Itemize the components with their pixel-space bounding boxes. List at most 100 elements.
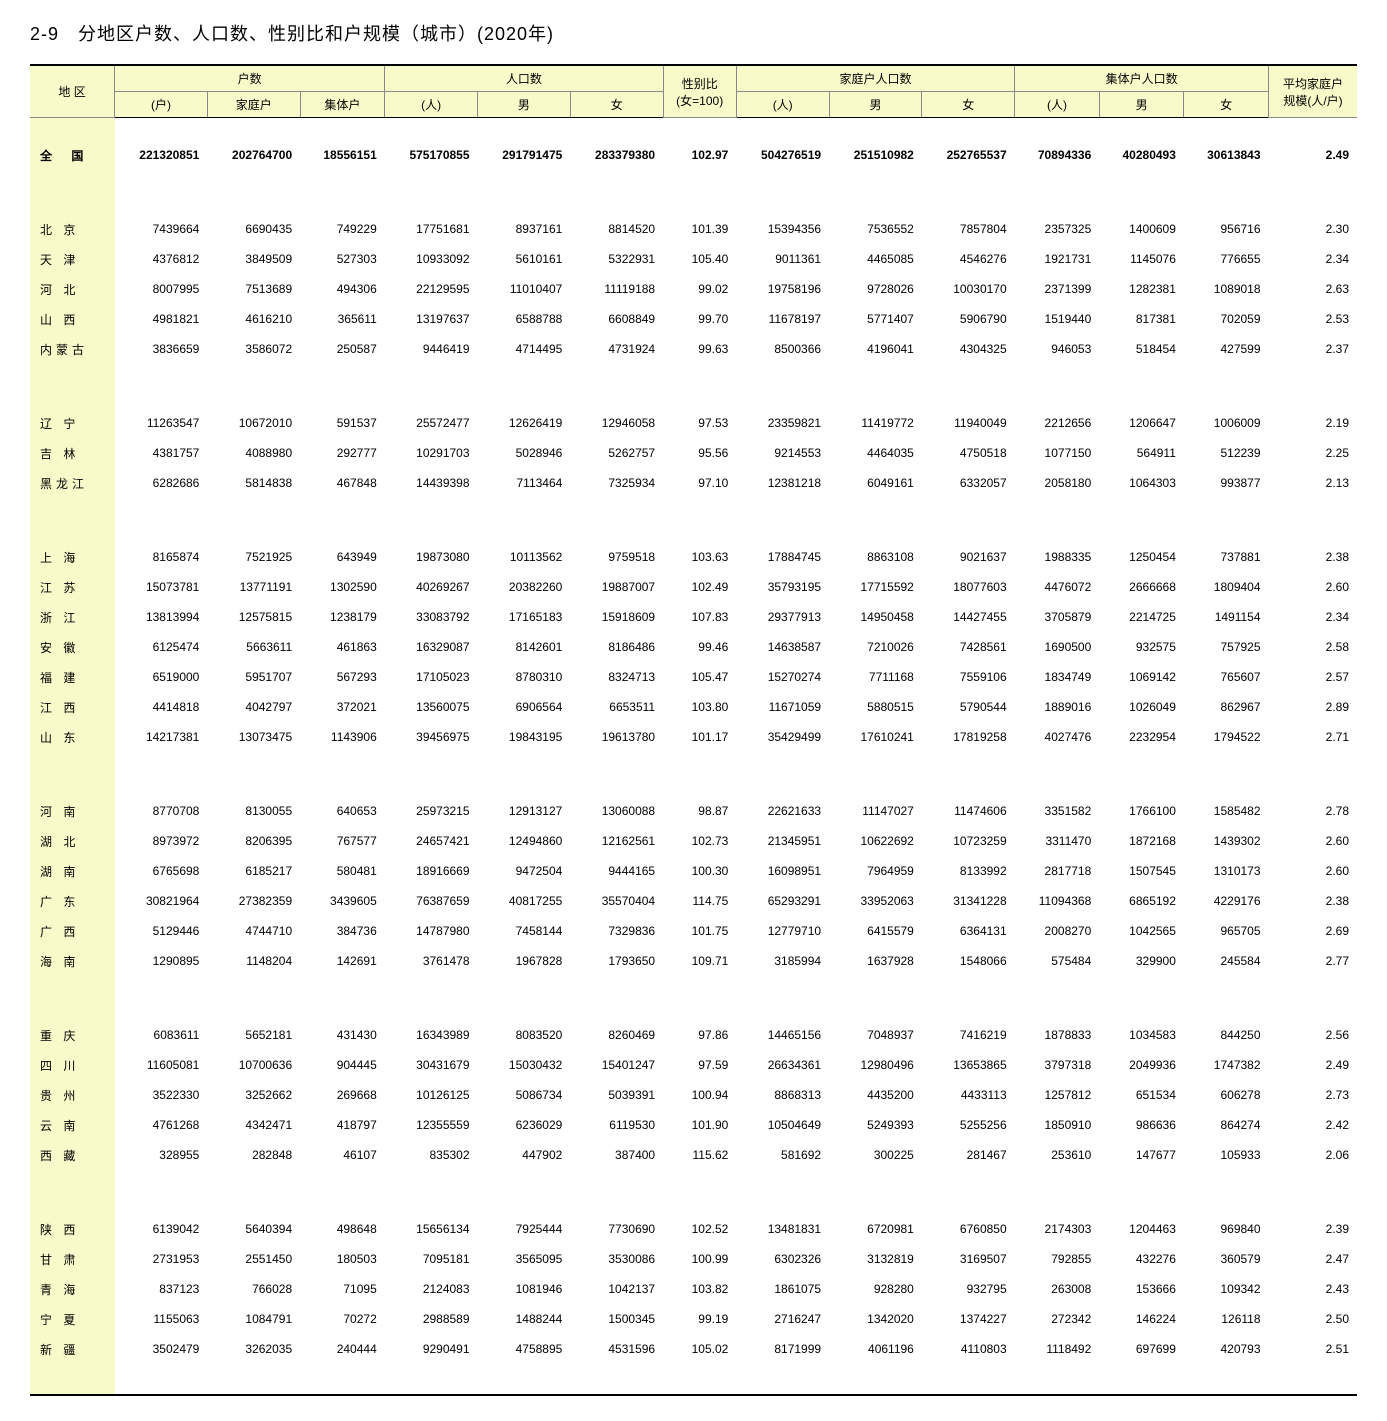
cell-value: 1006009 [1184, 408, 1269, 438]
cell-value: 100.94 [663, 1080, 736, 1110]
cell-value: 1637928 [829, 946, 922, 976]
cell-value: 7536552 [829, 214, 922, 244]
cell-value: 7857804 [922, 214, 1015, 244]
cell-value: 2666668 [1099, 572, 1184, 602]
cell-value: 8133992 [922, 856, 1015, 886]
cell-value: 5814838 [207, 468, 300, 498]
cell-value: 180503 [300, 1244, 385, 1274]
col-coll-pop-female: 女 [1184, 92, 1269, 118]
col-family-pop-male: 男 [829, 92, 922, 118]
cell-value: 1548066 [922, 946, 1015, 976]
cell-value: 1872168 [1099, 826, 1184, 856]
col-pop-total: (人) [385, 92, 478, 118]
table-row: 河 南8770708813005564065325973215129131271… [30, 796, 1357, 826]
cell-value: 7458144 [478, 916, 571, 946]
cell-value: 8186486 [570, 632, 663, 662]
cell-value: 46107 [300, 1140, 385, 1170]
cell-value: 6865192 [1099, 886, 1184, 916]
cell-value: 3522330 [115, 1080, 208, 1110]
cell-value: 1069142 [1099, 662, 1184, 692]
cell-region: 河 北 [30, 274, 115, 304]
cell-region: 安 徽 [30, 632, 115, 662]
cell-region: 河 南 [30, 796, 115, 826]
cell-value: 567293 [300, 662, 385, 692]
cell-value: 12162561 [570, 826, 663, 856]
cell-value: 17884745 [736, 542, 829, 572]
cell-value: 2.38 [1269, 542, 1357, 572]
cell-value: 580481 [300, 856, 385, 886]
cell-value: 8814520 [570, 214, 663, 244]
cell-value: 1290895 [115, 946, 208, 976]
cell-value: 4531596 [570, 1334, 663, 1364]
cell-value: 2.19 [1269, 408, 1357, 438]
cell-value: 272342 [1015, 1304, 1100, 1334]
cell-value: 5906790 [922, 304, 1015, 334]
cell-value: 767577 [300, 826, 385, 856]
table-row: 吉 林4381757408898029277710291703502894652… [30, 438, 1357, 468]
cell-region: 陕 西 [30, 1214, 115, 1244]
cell-value: 6690435 [207, 214, 300, 244]
cell-value: 8130055 [207, 796, 300, 826]
cell-value: 4088980 [207, 438, 300, 468]
cell-value: 1439302 [1184, 826, 1269, 856]
cell-value: 3185994 [736, 946, 829, 976]
cell-value: 8780310 [478, 662, 571, 692]
cell-value: 1889016 [1015, 692, 1100, 722]
cell-value: 25973215 [385, 796, 478, 826]
cell-value: 40280493 [1099, 140, 1184, 170]
cell-value: 6282686 [115, 468, 208, 498]
cell-value: 4433113 [922, 1080, 1015, 1110]
cell-value: 16329087 [385, 632, 478, 662]
cell-value: 250587 [300, 334, 385, 364]
cell-value: 15073781 [115, 572, 208, 602]
cell-region: 黑龙江 [30, 468, 115, 498]
cell-value: 9021637 [922, 542, 1015, 572]
cell-value: 6236029 [478, 1110, 571, 1140]
table-row: 浙 江1381399412575815123817933083792171651… [30, 602, 1357, 632]
cell-value: 252765537 [922, 140, 1015, 170]
cell-value: 1034583 [1099, 1020, 1184, 1050]
cell-value: 2716247 [736, 1304, 829, 1334]
cell-value: 1374227 [922, 1304, 1015, 1334]
cell-value: 9214553 [736, 438, 829, 468]
cell-region: 江 西 [30, 692, 115, 722]
cell-value: 9446419 [385, 334, 478, 364]
cell-value: 146224 [1099, 1304, 1184, 1334]
cell-region: 海 南 [30, 946, 115, 976]
col-sex-ratio: 性别比(女=100) [663, 65, 736, 118]
cell-value: 8500366 [736, 334, 829, 364]
cell-region: 全 国 [30, 140, 115, 170]
cell-value: 1206647 [1099, 408, 1184, 438]
cell-value: 2.39 [1269, 1214, 1357, 1244]
cell-value: 581692 [736, 1140, 829, 1170]
cell-value: 4758895 [478, 1334, 571, 1364]
cell-value: 13073475 [207, 722, 300, 752]
cell-value: 9011361 [736, 244, 829, 274]
cell-value: 19758196 [736, 274, 829, 304]
cell-value: 95.56 [663, 438, 736, 468]
cell-region: 内蒙古 [30, 334, 115, 364]
cell-value: 4027476 [1015, 722, 1100, 752]
cell-value: 6720981 [829, 1214, 922, 1244]
cell-region: 四 川 [30, 1050, 115, 1080]
table-row: 广 西5129446474471038473614787980745814473… [30, 916, 1357, 946]
cell-value: 17751681 [385, 214, 478, 244]
cell-value: 2.56 [1269, 1020, 1357, 1050]
cell-value: 9759518 [570, 542, 663, 572]
table-row: 广 东3082196427382359343960576387659408172… [30, 886, 1357, 916]
cell-value: 30613843 [1184, 140, 1269, 170]
cell-value: 102.73 [663, 826, 736, 856]
cell-value: 1921731 [1015, 244, 1100, 274]
cell-value: 29377913 [736, 602, 829, 632]
cell-value: 3705879 [1015, 602, 1100, 632]
cell-value: 19887007 [570, 572, 663, 602]
cell-value: 103.82 [663, 1274, 736, 1304]
cell-value: 1400609 [1099, 214, 1184, 244]
table-header: 地 区 户数 人口数 性别比(女=100) 家庭户人口数 集体户人口数 平均家庭… [30, 65, 1357, 118]
cell-value: 11010407 [478, 274, 571, 304]
cell-region: 上 海 [30, 542, 115, 572]
cell-value: 70272 [300, 1304, 385, 1334]
cell-value: 17610241 [829, 722, 922, 752]
col-avg-size: 平均家庭户规模(人/户) [1269, 65, 1357, 118]
cell-value: 8171999 [736, 1334, 829, 1364]
